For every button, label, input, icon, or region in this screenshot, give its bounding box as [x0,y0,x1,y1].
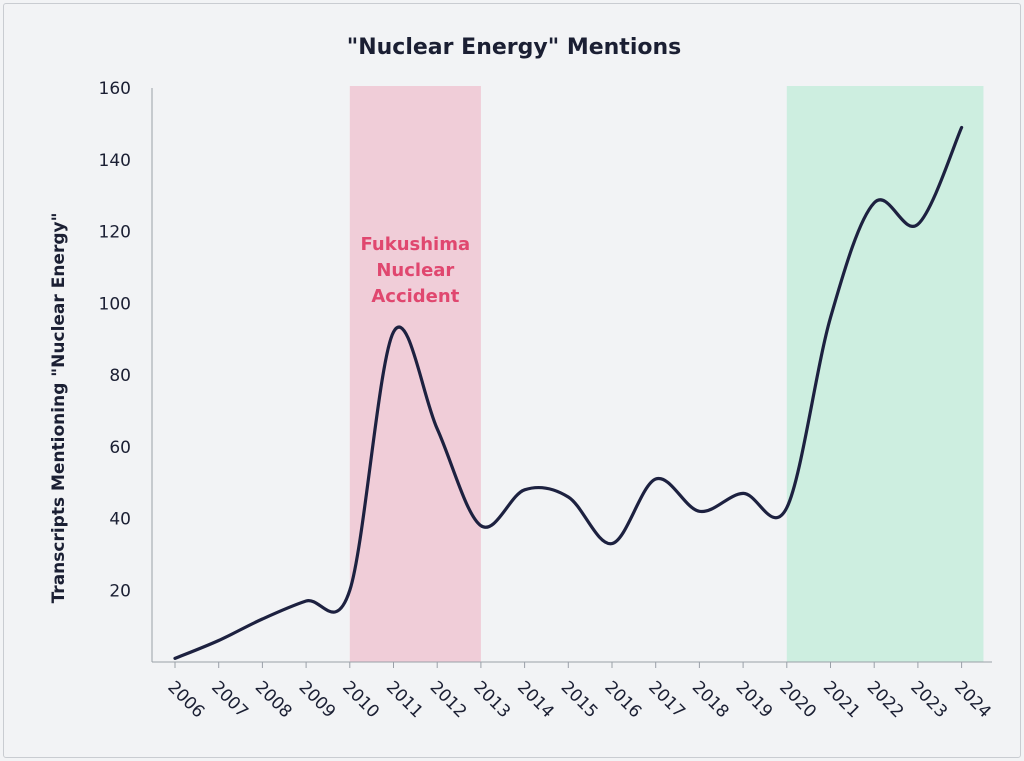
highlight-region-1 [349,86,481,662]
data-point [829,316,833,320]
y-tick-label: 160 [99,79,131,99]
annotation-text: Fukushima [361,234,471,255]
highlight-regions [349,86,984,662]
data-point [217,638,221,642]
y-tick-label: 20 [109,581,131,601]
series-line-1 [173,125,964,660]
data-point [523,488,527,492]
data-point [610,542,614,546]
data-point [785,506,789,510]
data-point [304,599,308,603]
highlight-region-2 [786,86,984,662]
x-tick-label: 2006 [163,677,208,722]
annotation: Fukushima Nuclear Accident [361,234,471,307]
data-point [872,201,876,205]
data-point [435,427,439,431]
data-point [916,222,920,226]
data-point [741,491,745,495]
data-point [654,477,658,481]
y-ticks: 20 40 60 80 100 120 140 160 [99,79,131,601]
x-tick-label: 2007 [207,677,252,722]
x-tick-label: 2010 [338,677,383,722]
x-tick-label: 2022 [863,677,908,722]
y-tick-label: 140 [99,151,131,171]
data-point [173,656,177,660]
annotation-text: Accident [371,286,459,307]
y-tick-label: 120 [99,223,131,243]
x-ticks: 2006200720082009201020112012201320142015… [163,662,995,722]
y-tick-label: 60 [109,438,131,458]
data-point [697,509,701,513]
data-point [348,588,352,592]
x-tick-label: 2024 [950,677,995,722]
x-tick-label: 2009 [295,677,340,722]
x-tick-label: 2008 [251,677,296,722]
x-tick-label: 2014 [513,677,558,722]
x-tick-label: 2015 [557,677,602,722]
x-tick-label: 2023 [906,677,951,722]
x-tick-label: 2012 [426,677,471,722]
y-axis-label: Transcripts Mentioning "Nuclear Energy" [49,213,69,604]
x-tick-label: 2018 [688,677,733,722]
chart-title: "Nuclear Energy" Mentions [347,35,681,60]
data-point [960,125,964,129]
x-tick-label: 2017 [644,677,689,722]
x-tick-label: 2021 [819,677,864,722]
y-tick-label: 80 [109,366,131,386]
x-tick-label: 2013 [469,677,514,722]
axes [151,88,992,663]
data-point [566,495,570,499]
x-tick-label: 2016 [600,677,645,722]
x-tick-label: 2011 [382,677,427,722]
annotation-text: Nuclear [376,260,454,281]
y-tick-label: 100 [99,294,131,314]
series [173,125,964,660]
y-tick-label: 40 [109,510,131,530]
data-point [392,330,396,334]
x-tick-label: 2020 [775,677,820,722]
x-tick-label: 2019 [732,677,777,722]
data-point [260,617,264,621]
data-point [479,524,483,528]
